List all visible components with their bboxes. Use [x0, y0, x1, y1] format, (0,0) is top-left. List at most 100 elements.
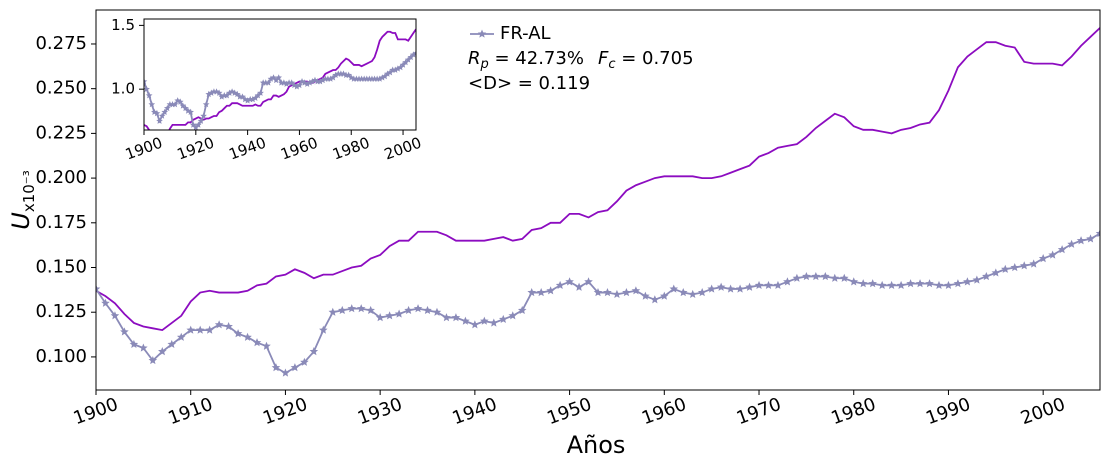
star-marker — [262, 341, 271, 350]
star-marker — [148, 355, 158, 365]
star-marker — [565, 277, 574, 286]
star-marker — [144, 85, 150, 92]
star-marker — [144, 78, 148, 85]
star-marker — [527, 288, 536, 297]
star-marker — [376, 75, 384, 82]
y-tick-label: 0.100 — [35, 346, 87, 367]
star-marker — [381, 72, 389, 80]
star-marker — [442, 313, 451, 322]
annotation: Rp = 42.73% — [468, 48, 584, 72]
star-marker — [158, 347, 167, 356]
star-marker — [688, 289, 697, 298]
star-marker — [413, 304, 423, 313]
star-marker — [858, 279, 868, 288]
star-marker — [451, 313, 461, 322]
star-marker — [309, 78, 316, 85]
star-marker — [192, 123, 200, 130]
x-tick-label: 1920 — [260, 394, 310, 429]
star-marker — [925, 279, 934, 288]
star-marker — [156, 117, 163, 124]
y-tick-label: 0.200 — [35, 167, 87, 188]
star-marker — [868, 279, 877, 288]
star-marker — [517, 305, 527, 315]
star-marker — [394, 65, 402, 72]
y-tick-label: 1.5 — [111, 16, 135, 34]
y-tick-label: 0.150 — [35, 257, 87, 278]
y-tick-label: 0.225 — [35, 122, 87, 143]
star-marker — [944, 280, 953, 290]
star-marker — [316, 78, 324, 85]
legend-marker — [477, 29, 487, 38]
series-group — [96, 27, 1100, 377]
star-marker — [153, 109, 161, 117]
star-marker — [187, 108, 194, 115]
star-marker — [385, 311, 394, 320]
star-marker — [821, 271, 830, 281]
star-marker — [233, 329, 243, 338]
star-marker — [612, 289, 622, 298]
star-marker — [293, 83, 301, 90]
annotation-subscript: p — [480, 57, 489, 72]
star-marker — [1076, 236, 1086, 245]
star-marker — [163, 104, 171, 112]
star-marker — [412, 49, 416, 57]
star-marker — [754, 280, 764, 290]
star-marker — [223, 92, 231, 99]
star-marker — [96, 284, 101, 293]
star-marker — [735, 284, 745, 293]
star-marker — [631, 286, 641, 295]
star-marker — [271, 363, 281, 372]
star-marker — [963, 277, 972, 286]
x-tick-label: 1970 — [734, 394, 784, 429]
star-marker — [660, 291, 669, 300]
star-marker — [110, 311, 120, 320]
star-marker — [272, 76, 280, 84]
star-marker — [202, 100, 210, 108]
star-marker — [877, 280, 887, 290]
star-marker — [226, 89, 233, 96]
star-marker — [384, 70, 391, 77]
star-marker — [394, 309, 404, 318]
star-marker — [972, 275, 982, 284]
star-marker — [148, 100, 156, 108]
star-marker — [265, 79, 272, 86]
y-axis-symbol: U — [7, 212, 35, 230]
star-marker — [480, 316, 489, 325]
star-marker — [182, 104, 189, 112]
star-marker — [1029, 259, 1038, 268]
star-marker — [176, 332, 186, 341]
star-marker — [329, 74, 337, 81]
annotation-subscript: c — [608, 57, 615, 72]
star-marker — [391, 66, 399, 73]
star-marker — [218, 93, 226, 100]
star-marker — [402, 58, 409, 66]
star-marker — [1086, 234, 1095, 243]
star-marker — [249, 95, 257, 103]
star-marker — [489, 318, 499, 327]
star-marker — [499, 314, 508, 324]
star-marker — [1057, 245, 1067, 254]
star-marker — [101, 298, 110, 307]
star-marker — [410, 51, 416, 58]
star-marker — [257, 89, 264, 96]
series-group — [144, 28, 416, 130]
star-marker — [267, 75, 275, 82]
star-marker — [306, 79, 314, 86]
star-marker — [189, 121, 197, 128]
star-marker — [1048, 250, 1057, 259]
star-marker — [129, 339, 139, 349]
star-marker — [641, 291, 650, 300]
star-marker — [404, 305, 413, 315]
star-marker — [300, 357, 309, 366]
star-marker — [208, 89, 215, 96]
plot-frame — [143, 18, 417, 131]
star-marker — [224, 322, 233, 331]
star-marker — [830, 273, 840, 282]
y-tick-label: 0.125 — [35, 301, 87, 322]
annotation-symbol: R — [468, 48, 481, 69]
star-marker — [707, 284, 716, 293]
x-axis-label: Años — [567, 431, 626, 459]
star-marker — [697, 288, 707, 297]
star-marker — [1010, 263, 1020, 272]
star-marker — [584, 277, 593, 286]
